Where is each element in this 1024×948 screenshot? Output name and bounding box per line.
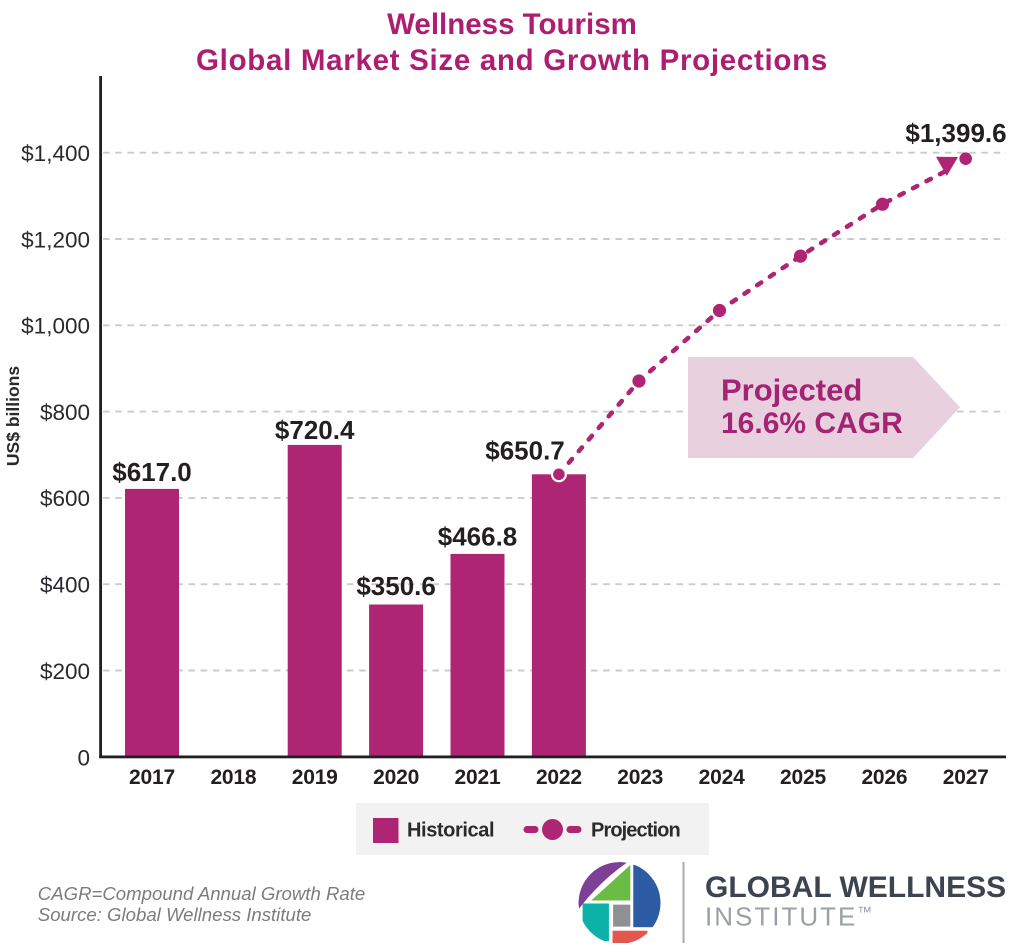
svg-text:2024: 2024: [699, 766, 745, 789]
svg-text:Wellness Tourism: Wellness Tourism: [387, 8, 637, 41]
svg-text:2020: 2020: [373, 766, 419, 789]
svg-text:US$ billions: US$ billions: [3, 366, 23, 466]
svg-text:$1,399.6: $1,399.6: [905, 118, 1006, 148]
svg-text:2023: 2023: [617, 766, 663, 789]
svg-text:GLOBAL WELLNESS: GLOBAL WELLNESS: [705, 871, 1006, 904]
svg-text:2017: 2017: [129, 766, 175, 789]
svg-text:$1,200: $1,200: [21, 227, 90, 252]
svg-text:™: ™: [857, 904, 872, 921]
svg-text:Historical: Historical: [407, 820, 494, 842]
svg-text:$1,400: $1,400: [21, 141, 90, 166]
svg-text:2022: 2022: [536, 766, 582, 789]
svg-text:$617.0: $617.0: [112, 457, 192, 487]
svg-text:$600: $600: [40, 486, 90, 511]
svg-text:16.6% CAGR: 16.6% CAGR: [721, 407, 903, 440]
svg-text:$350.6: $350.6: [356, 571, 436, 601]
svg-text:$800: $800: [40, 400, 90, 425]
svg-text:$650.7: $650.7: [485, 436, 565, 466]
svg-text:0: 0: [77, 746, 90, 771]
svg-text:$400: $400: [40, 573, 90, 598]
svg-text:2027: 2027: [943, 766, 989, 789]
svg-text:CAGR=Compound Annual Growth Ra: CAGR=Compound Annual Growth Rate: [38, 883, 365, 904]
svg-text:Source: Global Wellness Instit: Source: Global Wellness Institute: [38, 904, 312, 925]
svg-text:Global Market Size and Growth: Global Market Size and Growth Projection…: [196, 44, 828, 77]
svg-text:INSTITUTE: INSTITUTE: [705, 902, 857, 932]
svg-text:$200: $200: [40, 659, 90, 684]
svg-text:2021: 2021: [455, 766, 501, 789]
svg-text:$720.4: $720.4: [275, 415, 355, 445]
svg-text:2026: 2026: [861, 766, 907, 789]
svg-text:2025: 2025: [780, 766, 826, 789]
svg-text:Projection: Projection: [591, 820, 680, 842]
svg-text:2018: 2018: [210, 766, 256, 789]
svg-text:Projected: Projected: [721, 373, 862, 408]
svg-text:$1,000: $1,000: [21, 314, 90, 339]
svg-text:2019: 2019: [292, 766, 338, 789]
svg-text:$466.8: $466.8: [438, 522, 518, 552]
